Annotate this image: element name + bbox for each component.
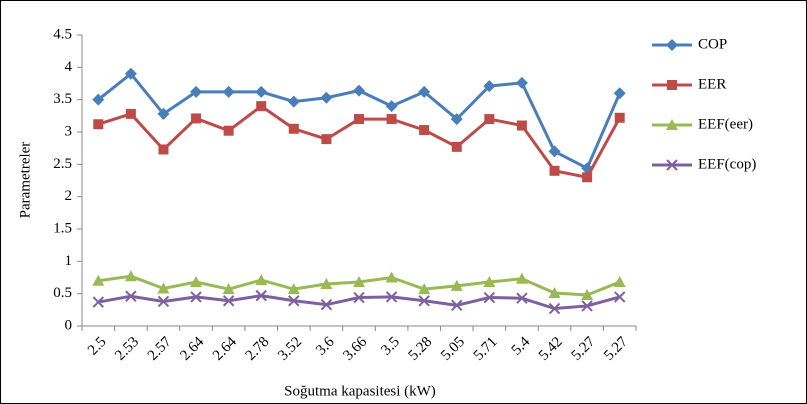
- data-point: [581, 288, 594, 300]
- data-point: [320, 91, 333, 104]
- data-point: [581, 300, 593, 312]
- data-point: [483, 291, 496, 304]
- legend-marker: [666, 119, 678, 130]
- data-point: [483, 276, 496, 288]
- data-point: [483, 80, 496, 93]
- data-point: [353, 291, 365, 304]
- data-point: [92, 93, 105, 106]
- y-tick-label: 0.5: [53, 285, 72, 301]
- legend-marker: [666, 39, 678, 51]
- data-point: [484, 114, 495, 125]
- data-point: [222, 283, 235, 295]
- data-point: [386, 114, 397, 125]
- data-point: [451, 299, 463, 312]
- data-point: [582, 172, 593, 183]
- data-point: [548, 302, 561, 315]
- data-point: [256, 101, 267, 112]
- data-point: [614, 112, 625, 123]
- data-point: [515, 272, 528, 284]
- data-point: [418, 85, 431, 98]
- legend-marker: [666, 159, 678, 171]
- data-point: [255, 289, 267, 302]
- data-point: [549, 165, 560, 176]
- data-point: [320, 277, 333, 289]
- data-point: [516, 292, 528, 304]
- data-point: [321, 134, 332, 145]
- data-point: [613, 87, 626, 100]
- data-point: [255, 274, 268, 286]
- data-point: [157, 295, 170, 308]
- data-point: [93, 119, 104, 130]
- data-point: [287, 283, 300, 295]
- data-point: [287, 95, 300, 108]
- data-point: [450, 113, 463, 126]
- data-point: [354, 114, 364, 125]
- data-point: [222, 85, 235, 98]
- data-point: [516, 120, 527, 131]
- data-point: [157, 107, 170, 120]
- y-tick-label: 0: [65, 317, 73, 333]
- y-axis-title: Parametreler: [17, 142, 33, 219]
- data-point: [515, 76, 528, 89]
- data-point: [223, 125, 234, 136]
- data-point: [125, 290, 137, 302]
- data-point: [418, 295, 430, 307]
- legend-label: COP: [698, 36, 727, 52]
- data-point: [419, 125, 430, 136]
- data-point: [613, 276, 626, 288]
- data-point: [190, 85, 203, 98]
- data-point: [385, 271, 398, 283]
- y-tick-label: 1.5: [53, 220, 72, 236]
- series: [92, 289, 626, 315]
- data-point: [450, 279, 463, 291]
- data-point: [255, 85, 268, 98]
- data-point: [418, 283, 431, 295]
- y-tick-label: 4: [65, 59, 73, 75]
- series: [93, 101, 625, 183]
- data-point: [92, 296, 105, 308]
- data-point: [190, 276, 203, 288]
- y-tick-label: 1: [65, 253, 73, 269]
- series: [92, 270, 626, 300]
- data-point: [353, 276, 365, 288]
- data-point: [353, 84, 365, 97]
- data-point: [191, 113, 202, 124]
- data-point: [125, 108, 136, 119]
- data-point: [288, 123, 299, 134]
- data-point: [222, 295, 235, 307]
- series: [92, 67, 626, 175]
- data-point: [124, 270, 137, 282]
- data-point: [190, 291, 202, 303]
- data-point: [158, 144, 169, 155]
- data-point: [92, 274, 105, 286]
- legend-label: EEF(eer): [698, 116, 753, 132]
- legend-label: EER: [698, 76, 726, 92]
- legend-marker: [667, 80, 677, 90]
- data-point: [451, 141, 462, 152]
- x-axis-title: Soğutma kapasitesi (kW): [284, 383, 436, 399]
- y-tick-label: 2: [65, 188, 73, 204]
- data-point: [613, 291, 626, 303]
- y-tick-label: 2.5: [53, 156, 72, 172]
- data-point: [385, 100, 398, 113]
- y-tick-label: 3.5: [53, 91, 72, 107]
- data-point: [157, 282, 170, 294]
- y-tick-label: 4.5: [53, 26, 72, 42]
- y-tick-label: 3: [65, 123, 73, 139]
- data-point: [548, 287, 561, 299]
- data-point: [548, 145, 561, 158]
- data-point: [124, 67, 137, 80]
- data-point: [288, 295, 300, 307]
- legend-label: EEF(cop): [698, 156, 756, 172]
- data-point: [385, 291, 398, 303]
- data-point: [320, 298, 333, 311]
